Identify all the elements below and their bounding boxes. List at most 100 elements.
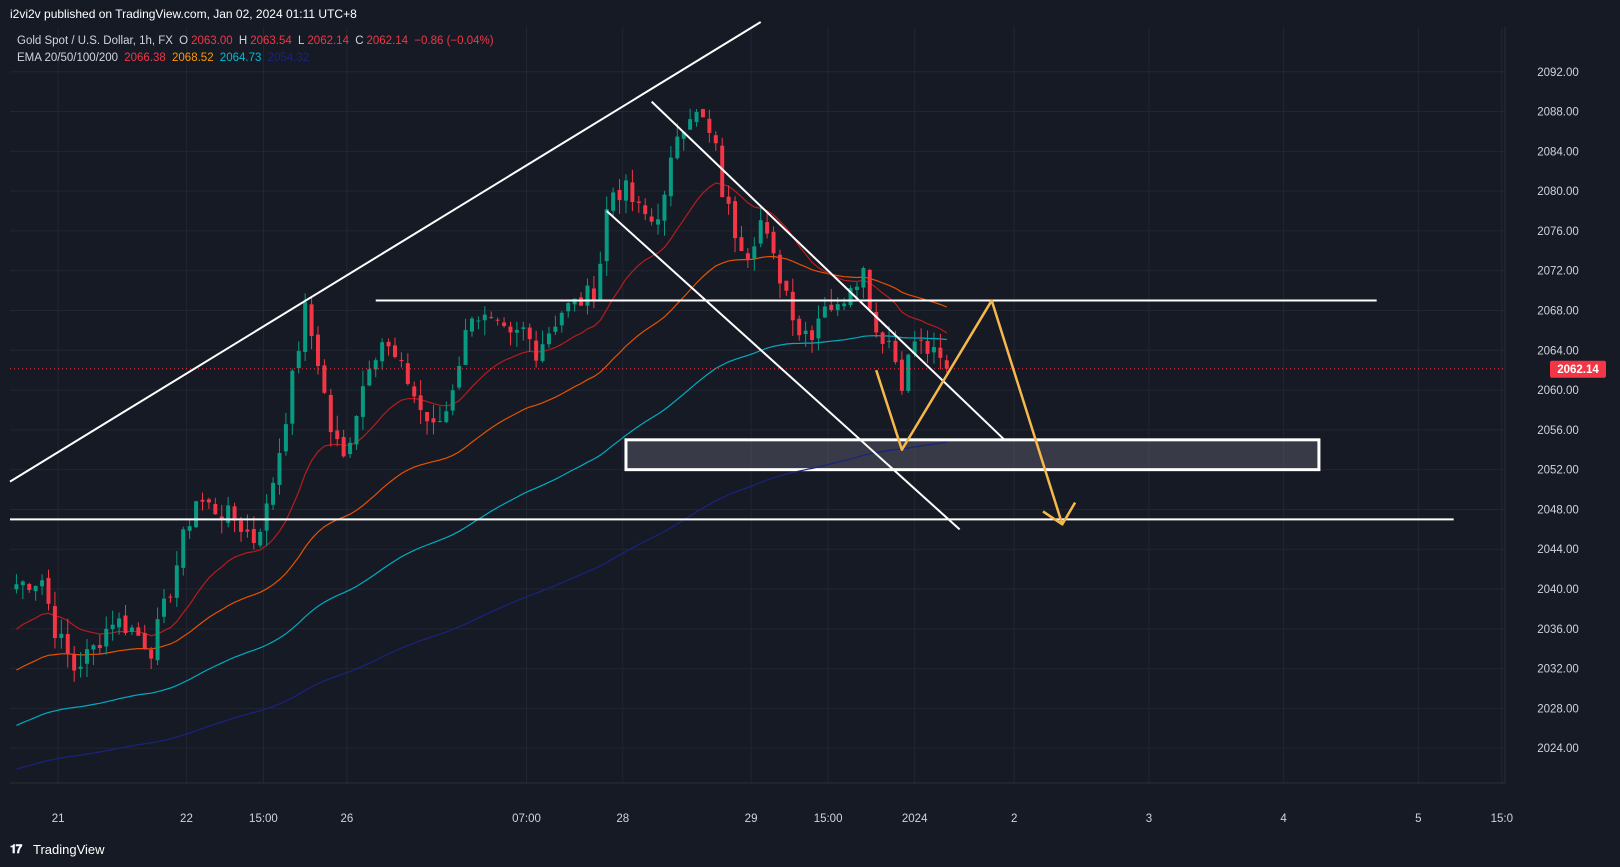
ema-label[interactable]: EMA 20/50/100/200 [17, 52, 119, 64]
candle-body [97, 644, 102, 649]
candle-body [476, 320, 481, 322]
candle-body [668, 157, 673, 197]
time-tick-label: 15:0 [1491, 813, 1513, 825]
candle-body [335, 430, 340, 440]
candle-body [168, 596, 173, 598]
time-tick-label: 4 [1280, 813, 1287, 825]
symbol-name[interactable]: Gold Spot / U.S. Dollar, 1h, FX [17, 35, 173, 47]
time-tick-label: 21 [52, 813, 65, 825]
ema20-value: 2066.38 [124, 52, 166, 64]
publish-info: i2vi2v published on TradingView.com, Jan… [10, 7, 357, 21]
drawings-back [624, 438, 1321, 472]
candle-body [649, 216, 654, 222]
candle-body [20, 581, 25, 586]
candle-body [425, 412, 430, 422]
candle-body [489, 317, 494, 319]
candle-body [745, 253, 750, 260]
candle-body [611, 192, 616, 211]
price-tick-label: 2048.00 [1537, 504, 1579, 516]
candle-body [232, 506, 237, 521]
candle-body [149, 649, 154, 659]
candle-body [213, 504, 218, 515]
candle-body [373, 360, 378, 370]
time-tick-label: 29 [745, 813, 758, 825]
candle-body [867, 269, 872, 310]
candle-body [912, 341, 917, 354]
price-tick-label: 2032.00 [1537, 664, 1579, 676]
candle-body [880, 332, 885, 344]
candle-body [14, 584, 19, 590]
price-tick-label: 2060.00 [1537, 385, 1579, 397]
candle-body [181, 529, 186, 568]
price-axis[interactable]: 2024.00 2028.00 2032.00 2036.00 2040.00 2044.… [1504, 27, 1620, 783]
price-tick-label: 2076.00 [1537, 226, 1579, 238]
candle-body [822, 306, 827, 318]
candle-body [238, 520, 243, 532]
high-value: 2063.54 [250, 35, 292, 47]
time-axis[interactable]: 21 22 15:00 26 07:00 28 29 15:00 2024 2 3 4 5 15:0 [10, 782, 1513, 825]
candle-body [777, 254, 782, 284]
candle-body [328, 394, 333, 433]
close-key: C [355, 35, 364, 47]
tradingview-logo[interactable]: 𝟏𝟕 TradingView [10, 842, 105, 857]
candle-body [117, 618, 122, 628]
candle-body [136, 627, 141, 636]
candle-body [553, 326, 558, 332]
brand-label: TradingView [33, 842, 105, 857]
candle-body [33, 585, 38, 592]
price-tick-label: 2052.00 [1537, 465, 1579, 477]
candles [14, 108, 949, 682]
candle-body [277, 453, 282, 485]
candle-body [322, 365, 327, 393]
open-value: 2063.00 [191, 35, 233, 47]
candle-body [566, 303, 571, 312]
candle-body [508, 326, 513, 333]
candle-body [245, 529, 250, 532]
candle-body [546, 333, 551, 345]
candle-body [367, 369, 372, 386]
tradingview-icon: 𝟏𝟕 [10, 842, 22, 856]
candle-body [700, 109, 705, 118]
price-tick-label: 2036.00 [1537, 624, 1579, 636]
candle-body [380, 342, 385, 362]
ema100-value: 2064.73 [219, 52, 262, 64]
candle-body [85, 649, 89, 664]
candle-body [360, 386, 365, 417]
price-tick-label: 2092.00 [1537, 67, 1579, 79]
candle-body [354, 416, 359, 445]
candle-body [437, 420, 442, 423]
candle-body [643, 205, 648, 215]
price-tick-label: 2040.00 [1537, 584, 1579, 596]
candle-body [636, 201, 641, 203]
time-tick-label: 07:00 [512, 813, 541, 825]
low-value: 2062.14 [307, 35, 349, 47]
candle-body [842, 303, 847, 307]
price-tick-label: 2072.00 [1537, 266, 1579, 278]
price-tick-label: 2044.00 [1537, 544, 1579, 556]
price-axis-bg [1505, 27, 1620, 783]
candle-body [251, 528, 256, 544]
candle-body [78, 666, 83, 669]
candle-body [771, 231, 776, 254]
last-price-badge [1550, 360, 1606, 378]
candle-body [200, 499, 205, 502]
candle-body [656, 219, 661, 225]
candle-body [271, 482, 276, 505]
candle-body [688, 119, 693, 130]
candle-body [521, 327, 526, 329]
change-value: −0.86 (−0.04%) [414, 35, 494, 47]
candle-body [226, 505, 231, 523]
candle-body [623, 180, 628, 201]
candle-body [341, 436, 346, 457]
low-key: L [298, 35, 305, 47]
candle-body [784, 280, 789, 291]
forecast-path [875, 299, 1064, 525]
candle-body [348, 442, 353, 455]
candle-body [585, 285, 590, 306]
candle-body [848, 287, 853, 306]
ema50-line [16, 255, 948, 671]
channel-lower-line [606, 210, 961, 531]
time-tick-label: 2 [1011, 813, 1017, 825]
candle-body [142, 632, 147, 650]
